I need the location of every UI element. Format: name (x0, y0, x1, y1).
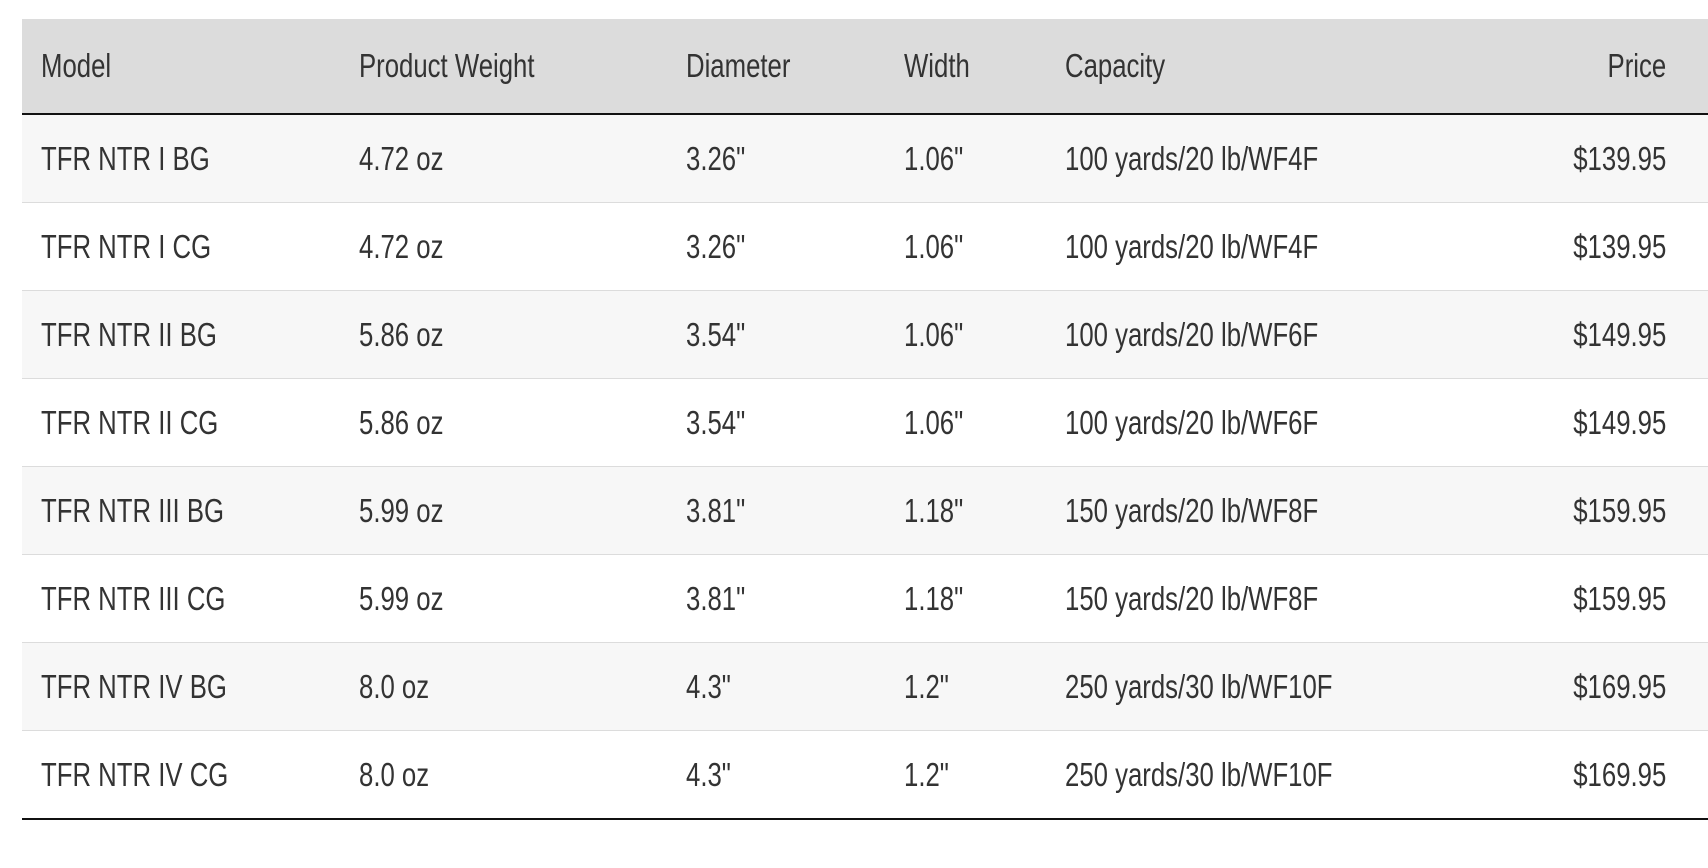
cell-product-weight: 4.72 oz (359, 227, 444, 265)
cell-product-weight: 4.72 oz (359, 139, 444, 177)
cell-width: 1.06" (904, 315, 964, 353)
cell-width: 1.06" (904, 227, 964, 265)
cell-model: TFR NTR IV CG (41, 755, 229, 793)
table-row: TFR NTR II CG 5.86 oz 3.54" 1.06" 100 yards/… (22, 379, 1708, 467)
cell-capacity: 150 yards/20 lb/WF8F (1065, 491, 1319, 529)
cell-capacity: 100 yards/20 lb/WF6F (1065, 315, 1319, 353)
cell-price: $159.95 (1572, 491, 1666, 529)
cell-diameter: 3.81" (686, 491, 746, 529)
cell-price: $169.95 (1572, 667, 1666, 705)
cell-capacity: 100 yards/20 lb/WF4F (1065, 139, 1319, 177)
cell-capacity: 100 yards/20 lb/WF4F (1065, 227, 1319, 265)
cell-diameter: 3.81" (686, 579, 746, 617)
cell-width: 1.2" (904, 755, 949, 793)
cell-model: TFR NTR IV BG (41, 667, 227, 705)
cell-capacity: 100 yards/20 lb/WF6F (1065, 403, 1319, 441)
table-row: TFR NTR I BG 4.72 oz 3.26" 1.06" 100 yards/2… (22, 115, 1708, 203)
table-row: TFR NTR I CG 4.72 oz 3.26" 1.06" 100 yards/2… (22, 203, 1708, 291)
header-width: Width (904, 47, 970, 84)
cell-model: TFR NTR II BG (41, 315, 217, 353)
cell-product-weight: 5.86 oz (359, 403, 444, 441)
header-price: Price (1607, 47, 1666, 84)
cell-price: $149.95 (1572, 315, 1666, 353)
table-row: TFR NTR II BG 5.86 oz 3.54" 1.06" 100 yards/… (22, 291, 1708, 379)
cell-model: TFR NTR III BG (41, 491, 225, 529)
cell-product-weight: 5.86 oz (359, 315, 444, 353)
header-product-weight: Product Weight (359, 47, 535, 84)
cell-diameter: 3.26" (686, 227, 746, 265)
table-header-row: Model Product Weight Diameter Width Capa… (22, 19, 1708, 115)
header-capacity: Capacity (1065, 47, 1166, 84)
table-row: TFR NTR III BG 5.99 oz 3.81" 1.18" 150 yards… (22, 467, 1708, 555)
cell-product-weight: 5.99 oz (359, 579, 444, 617)
cell-model: TFR NTR I CG (41, 227, 212, 265)
cell-width: 1.2" (904, 667, 949, 705)
table-row: TFR NTR IV CG 8.0 oz 4.3" 1.2" 250 yards/30 … (22, 731, 1708, 820)
table-row: TFR NTR IV BG 8.0 oz 4.3" 1.2" 250 yards/30 … (22, 643, 1708, 731)
cell-diameter: 4.3" (686, 755, 731, 793)
cell-diameter: 3.54" (686, 315, 746, 353)
cell-price: $159.95 (1572, 579, 1666, 617)
cell-width: 1.18" (904, 579, 964, 617)
table-row: TFR NTR III CG 5.99 oz 3.81" 1.18" 150 yards… (22, 555, 1708, 643)
cell-price: $139.95 (1572, 139, 1666, 177)
cell-capacity: 250 yards/30 lb/WF10F (1065, 755, 1333, 793)
cell-product-weight: 5.99 oz (359, 491, 444, 529)
cell-diameter: 3.54" (686, 403, 746, 441)
cell-model: TFR NTR III CG (41, 579, 226, 617)
cell-capacity: 250 yards/30 lb/WF10F (1065, 667, 1333, 705)
cell-product-weight: 8.0 oz (359, 755, 430, 793)
cell-product-weight: 8.0 oz (359, 667, 430, 705)
product-comparison-table: Model Product Weight Diameter Width Capa… (22, 19, 1708, 820)
cell-model: TFR NTR II CG (41, 403, 219, 441)
cell-diameter: 3.26" (686, 139, 746, 177)
cell-price: $139.95 (1572, 227, 1666, 265)
header-model: Model (41, 47, 112, 84)
cell-model: TFR NTR I BG (41, 139, 210, 177)
cell-price: $149.95 (1572, 403, 1666, 441)
cell-diameter: 4.3" (686, 667, 731, 705)
cell-width: 1.06" (904, 403, 964, 441)
cell-width: 1.18" (904, 491, 964, 529)
cell-price: $169.95 (1572, 755, 1666, 793)
cell-width: 1.06" (904, 139, 964, 177)
cell-capacity: 150 yards/20 lb/WF8F (1065, 579, 1319, 617)
header-diameter: Diameter (686, 47, 791, 84)
